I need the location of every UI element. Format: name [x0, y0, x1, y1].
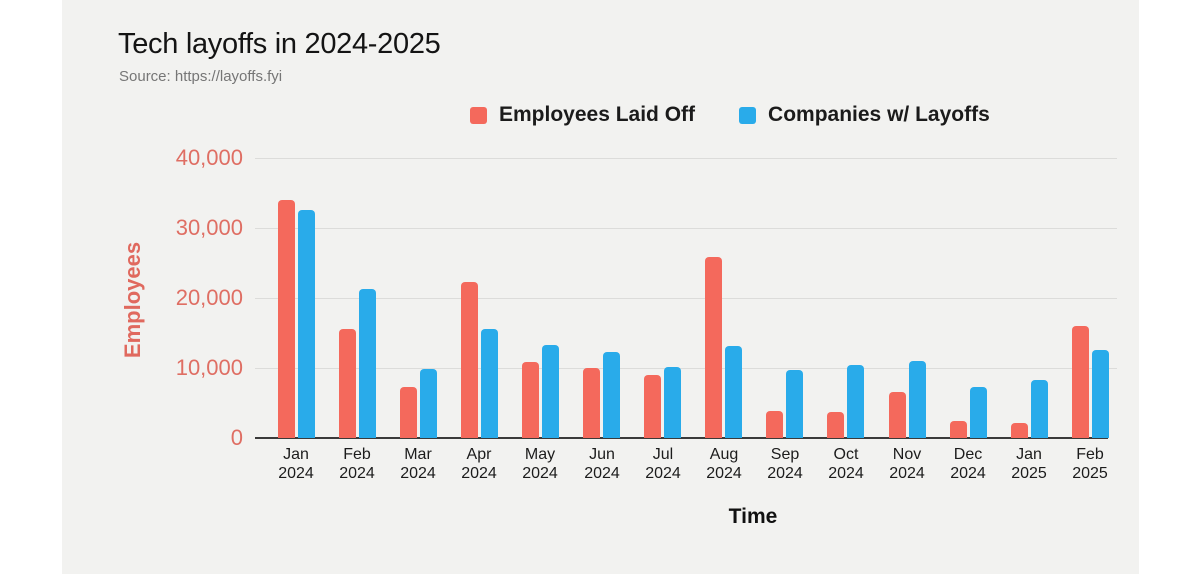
bar-employees	[583, 368, 600, 438]
y-tick-label: 40,000	[175, 145, 243, 170]
legend-swatch-employees-icon	[470, 106, 487, 124]
bar-companies	[481, 329, 498, 438]
bar-employees	[766, 411, 783, 438]
y-tick-label: 30,000	[175, 215, 243, 240]
bar-companies	[909, 361, 926, 438]
chart-source: Source: https://layoffs.fyi	[119, 68, 283, 85]
plot-area: 0 10,000 20,000 30,000 40,000 Jan 2024 Feb 2024 M…	[176, 146, 1117, 482]
x-tick-label: Apr 2024	[461, 446, 497, 482]
y-tick-label: 0	[230, 425, 243, 450]
bar-companies	[1031, 380, 1048, 438]
bar-companies	[603, 352, 620, 438]
gridline	[255, 368, 1117, 369]
chart-title: Tech layoffs in 2024-2025	[118, 28, 441, 60]
x-axis-title: Time	[728, 505, 778, 528]
x-tick-label: Oct 2024	[828, 446, 864, 482]
x-tick-label: Dec 2024	[950, 446, 986, 482]
gridline	[255, 228, 1117, 229]
bar-employees	[889, 392, 906, 438]
gridline	[255, 158, 1117, 159]
bar-companies	[298, 210, 315, 438]
x-tick-label: Feb 2025	[1072, 446, 1108, 482]
legend-item-employees: Employees Laid Off	[470, 103, 695, 127]
legend-swatch-companies-icon	[739, 106, 757, 124]
bar-companies	[664, 367, 681, 438]
bar-employees	[644, 375, 661, 438]
bar-employees	[827, 412, 844, 438]
bar-employees	[705, 257, 722, 438]
x-tick-label: Jul 2024	[645, 446, 681, 482]
legend: Employees Laid Off Companies w/ Layoffs	[470, 103, 990, 127]
legend-label-employees: Employees Laid Off	[499, 103, 696, 126]
bar-employees	[278, 200, 295, 438]
chart-card: Tech layoffs in 2024-2025 Source: https:…	[62, 0, 1139, 574]
x-tick-label: Jan 2025	[1011, 446, 1047, 482]
bar-companies	[420, 369, 437, 438]
bar-companies	[1092, 350, 1109, 438]
x-axis-line	[255, 437, 1109, 439]
legend-label-companies: Companies w/ Layoffs	[768, 103, 990, 126]
bar-employees	[1011, 423, 1028, 438]
y-tick-label: 20,000	[175, 285, 243, 310]
bar-companies	[847, 365, 864, 438]
x-tick-label: Aug 2024	[706, 446, 742, 482]
x-tick-label: Nov 2024	[889, 446, 925, 482]
x-tick-label: Feb 2024	[339, 446, 375, 482]
bar-employees	[400, 387, 417, 438]
y-tick-label: 10,000	[175, 355, 243, 380]
bar-companies	[786, 370, 803, 438]
bar-employees	[950, 421, 967, 438]
x-tick-label: Jun 2024	[584, 446, 620, 482]
bar-employees	[339, 329, 356, 438]
gridline	[255, 298, 1117, 299]
x-tick-label: May 2024	[522, 446, 558, 482]
x-tick-label: Sep 2024	[767, 446, 803, 482]
bar-companies	[970, 387, 987, 438]
bar-companies	[725, 346, 742, 438]
bar-companies	[359, 289, 376, 438]
x-tick-label: Mar 2024	[400, 446, 436, 482]
legend-item-companies: Companies w/ Layoffs	[739, 103, 990, 127]
bar-employees	[1072, 326, 1089, 438]
x-tick-label: Jan 2024	[278, 446, 314, 482]
bar-companies	[542, 345, 559, 438]
bar-employees	[522, 362, 539, 438]
bar-employees	[461, 282, 478, 438]
